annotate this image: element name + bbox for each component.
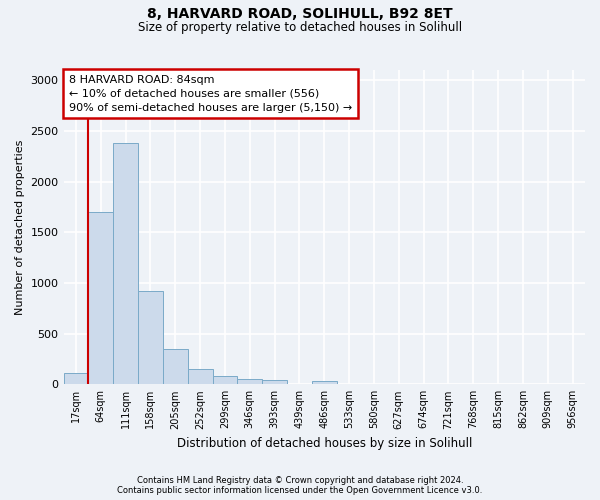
Text: Size of property relative to detached houses in Solihull: Size of property relative to detached ho…: [138, 21, 462, 34]
Bar: [138, 291, 163, 384]
Text: Contains public sector information licensed under the Open Government Licence v3: Contains public sector information licen…: [118, 486, 482, 495]
X-axis label: Distribution of detached houses by size in Solihull: Distribution of detached houses by size …: [176, 437, 472, 450]
Bar: [88, 212, 113, 384]
Text: Contains HM Land Registry data © Crown copyright and database right 2024.: Contains HM Land Registry data © Crown c…: [137, 476, 463, 485]
Bar: [262, 380, 287, 384]
Bar: [312, 381, 337, 384]
Bar: [113, 143, 138, 384]
Text: 8, HARVARD ROAD, SOLIHULL, B92 8ET: 8, HARVARD ROAD, SOLIHULL, B92 8ET: [147, 8, 453, 22]
Y-axis label: Number of detached properties: Number of detached properties: [15, 140, 25, 315]
Bar: [212, 376, 238, 384]
Text: 8 HARVARD ROAD: 84sqm
← 10% of detached houses are smaller (556)
90% of semi-det: 8 HARVARD ROAD: 84sqm ← 10% of detached …: [69, 74, 352, 112]
Bar: [64, 373, 88, 384]
Bar: [163, 349, 188, 384]
Bar: [238, 378, 262, 384]
Bar: [188, 369, 212, 384]
